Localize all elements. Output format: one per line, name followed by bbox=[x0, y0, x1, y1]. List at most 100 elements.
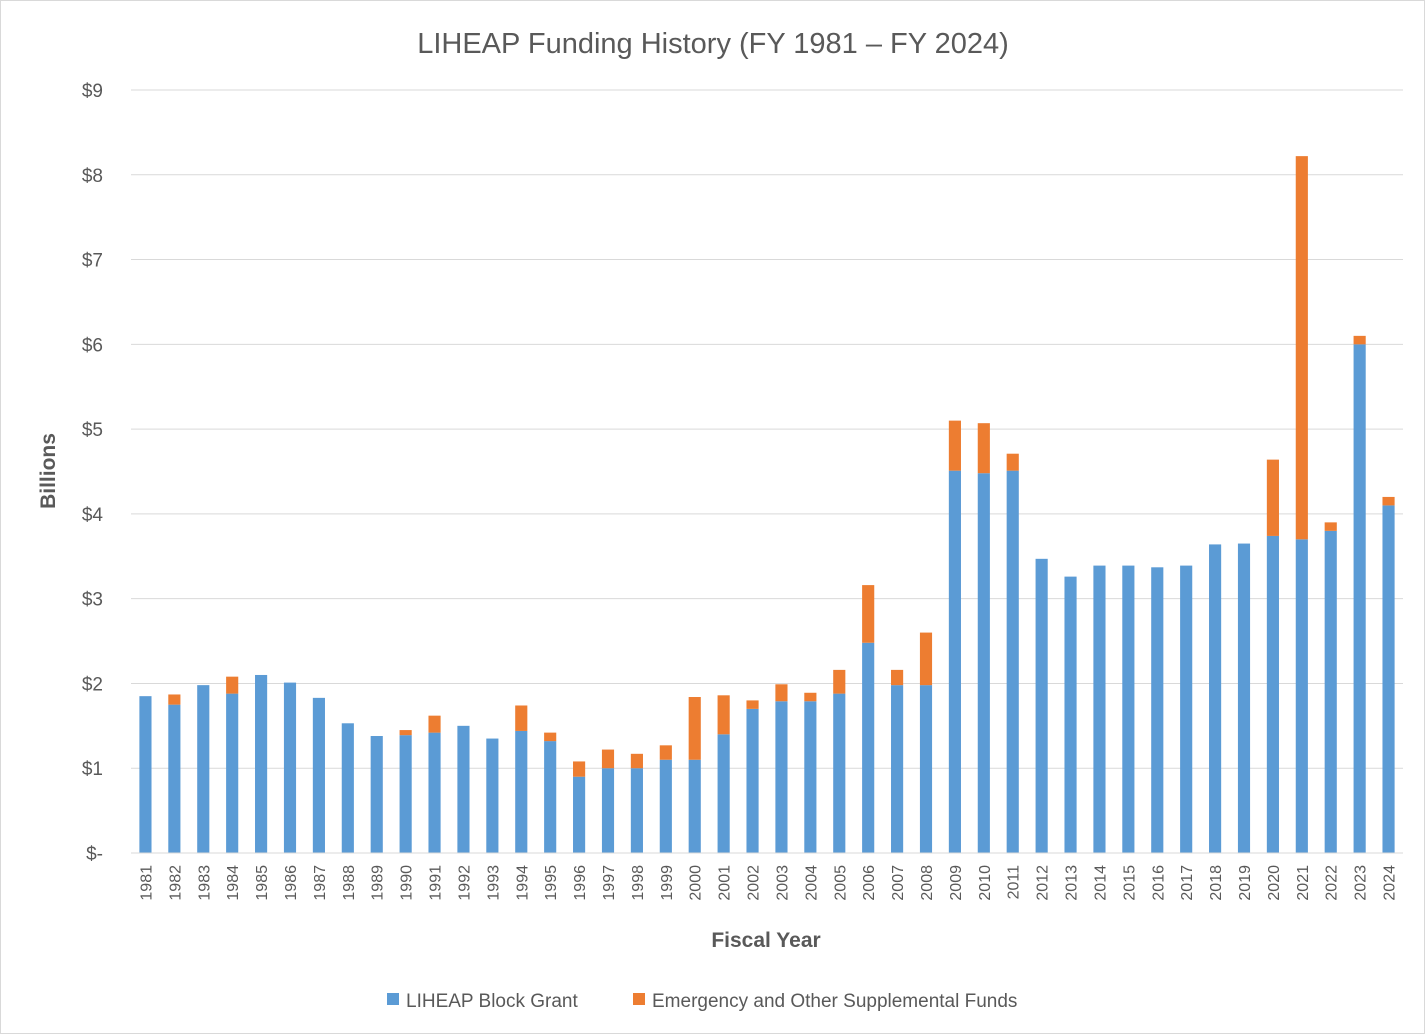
x-tick-label-1999: 1999 bbox=[659, 865, 676, 901]
bar-block-grant-2007 bbox=[891, 685, 904, 853]
bar-supplemental-2010 bbox=[977, 423, 990, 474]
bar-block-grant-2011 bbox=[1006, 470, 1019, 853]
bar-supplemental-1991 bbox=[428, 715, 441, 733]
bar-block-grant-1989 bbox=[370, 736, 383, 853]
bar-supplemental-2001 bbox=[717, 695, 730, 735]
bar-block-grant-2010 bbox=[977, 473, 990, 853]
x-tick-label-1992: 1992 bbox=[456, 865, 473, 901]
bar-supplemental-1982 bbox=[168, 694, 181, 705]
x-tick-label-2003: 2003 bbox=[774, 865, 791, 901]
x-tick-label-1989: 1989 bbox=[370, 865, 387, 901]
bar-supplemental-1995 bbox=[544, 732, 557, 742]
bar-block-grant-2003 bbox=[775, 701, 788, 853]
x-tick-label-1984: 1984 bbox=[225, 865, 242, 901]
y-tick-label: $6 bbox=[82, 335, 103, 356]
legend-label-supplemental: Emergency and Other Supplemental Funds bbox=[652, 991, 1017, 1012]
bar-block-grant-2004 bbox=[804, 701, 817, 853]
bar-supplemental-1999 bbox=[659, 745, 672, 760]
bar-block-grant-2018 bbox=[1209, 544, 1222, 853]
bar-block-grant-2020 bbox=[1266, 535, 1279, 853]
bar-supplemental-2003 bbox=[775, 684, 788, 702]
x-tick-label-1982: 1982 bbox=[167, 865, 184, 901]
x-tick-label-2022: 2022 bbox=[1324, 865, 1341, 901]
x-tick-label-2005: 2005 bbox=[832, 865, 849, 901]
y-tick-label: $3 bbox=[82, 590, 103, 611]
bar-block-grant-2019 bbox=[1237, 543, 1251, 853]
x-tick-label-2011: 2011 bbox=[1006, 865, 1023, 900]
bar-supplemental-2024 bbox=[1382, 496, 1395, 506]
legend-swatch-supplemental bbox=[633, 993, 645, 1005]
bar-supplemental-2021 bbox=[1295, 156, 1308, 540]
bar-block-grant-2015 bbox=[1122, 565, 1135, 853]
bar-block-grant-1995 bbox=[544, 741, 557, 853]
x-tick-label-1981: 1981 bbox=[138, 865, 155, 901]
x-tick-label-2017: 2017 bbox=[1179, 865, 1196, 901]
bar-block-grant-2012 bbox=[1035, 558, 1048, 853]
bar-supplemental-2005 bbox=[833, 669, 846, 694]
x-tick-label-2006: 2006 bbox=[861, 865, 878, 901]
bar-block-grant-2009 bbox=[948, 470, 961, 853]
bar-block-grant-2005 bbox=[833, 693, 846, 853]
x-tick-label-1988: 1988 bbox=[341, 865, 358, 901]
bar-block-grant-1992 bbox=[457, 725, 470, 853]
bar-block-grant-1988 bbox=[341, 723, 354, 853]
x-tick-label-1994: 1994 bbox=[514, 865, 531, 901]
x-tick-label-1986: 1986 bbox=[283, 865, 300, 901]
x-tick-label-2008: 2008 bbox=[919, 865, 936, 901]
bar-block-grant-2014 bbox=[1093, 565, 1106, 853]
chart-title: LIHEAP Funding History (FY 1981 – FY 202… bbox=[417, 28, 1009, 60]
bar-block-grant-2002 bbox=[746, 708, 759, 853]
bar-block-grant-1996 bbox=[573, 776, 586, 853]
bar-block-grant-1981 bbox=[139, 696, 152, 853]
bar-supplemental-1984 bbox=[226, 676, 239, 694]
y-axis-ticks: $- $1 $2 $3 $4 $5 $6 $7 $8 $9 bbox=[82, 81, 104, 865]
x-tick-label-2015: 2015 bbox=[1121, 865, 1138, 901]
x-tick-label-1991: 1991 bbox=[428, 865, 445, 901]
y-tick-label: $7 bbox=[82, 251, 103, 272]
bar-supplemental-2006 bbox=[862, 585, 875, 643]
bar-block-grant-1982 bbox=[168, 704, 181, 853]
bar-supplemental-1998 bbox=[630, 753, 643, 769]
x-tick-label-1995: 1995 bbox=[543, 865, 560, 901]
y-tick-label: $9 bbox=[82, 81, 103, 102]
y-tick-label: $8 bbox=[82, 166, 103, 187]
bar-block-grant-2013 bbox=[1064, 576, 1077, 853]
bar-block-grant-1991 bbox=[428, 732, 441, 853]
bar-block-grant-2001 bbox=[717, 734, 730, 853]
x-tick-label-2009: 2009 bbox=[948, 865, 965, 901]
x-tick-label-2002: 2002 bbox=[746, 865, 763, 901]
bars bbox=[139, 156, 1395, 853]
x-tick-label-1996: 1996 bbox=[572, 865, 589, 901]
x-tick-label-2007: 2007 bbox=[890, 865, 907, 901]
bar-block-grant-1987 bbox=[312, 697, 325, 853]
bar-supplemental-1994 bbox=[515, 705, 528, 731]
bar-block-grant-1985 bbox=[255, 674, 268, 853]
bar-supplemental-1997 bbox=[601, 749, 615, 769]
bar-supplemental-2004 bbox=[804, 692, 817, 702]
x-axis-label: Fiscal Year bbox=[711, 929, 820, 952]
bar-block-grant-1997 bbox=[601, 768, 615, 853]
legend: LIHEAP Block Grant Emergency and Other S… bbox=[387, 991, 1017, 1012]
x-tick-label-1998: 1998 bbox=[630, 865, 647, 901]
legend-swatch-block-grant bbox=[387, 993, 399, 1005]
x-tick-label-1985: 1985 bbox=[254, 865, 271, 901]
bar-block-grant-2024 bbox=[1382, 505, 1395, 853]
x-tick-label-2021: 2021 bbox=[1295, 865, 1312, 901]
x-tick-label-2000: 2000 bbox=[688, 865, 705, 901]
x-tick-label-1990: 1990 bbox=[399, 865, 416, 901]
bar-block-grant-1993 bbox=[486, 738, 499, 853]
x-tick-label-2024: 2024 bbox=[1382, 865, 1399, 901]
bar-supplemental-1996 bbox=[573, 761, 586, 777]
bar-block-grant-2017 bbox=[1180, 565, 1193, 853]
x-tick-label-1987: 1987 bbox=[312, 865, 329, 901]
y-tick-label: $- bbox=[86, 844, 103, 865]
bar-supplemental-2022 bbox=[1324, 522, 1337, 531]
bar-block-grant-2000 bbox=[688, 759, 701, 853]
y-tick-label: $1 bbox=[82, 759, 103, 780]
x-tick-label-2014: 2014 bbox=[1092, 865, 1109, 901]
bar-block-grant-2016 bbox=[1151, 567, 1164, 853]
x-tick-label-1983: 1983 bbox=[196, 865, 213, 901]
legend-label-block-grant: LIHEAP Block Grant bbox=[406, 991, 579, 1012]
